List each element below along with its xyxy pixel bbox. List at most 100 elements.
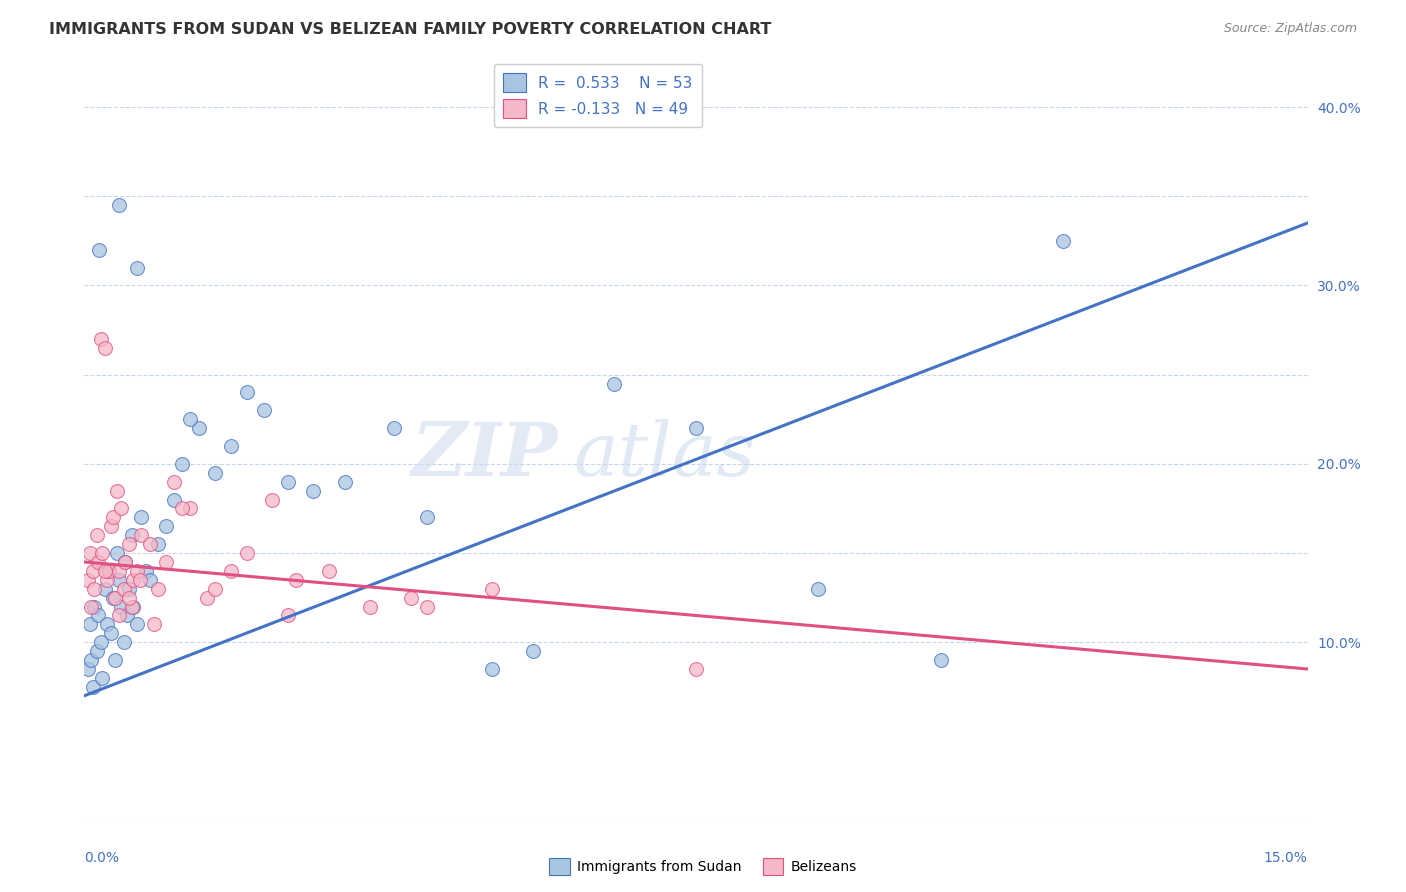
- Point: [929, 653, 952, 667]
- Legend: Immigrants from Sudan, Belizeans: Immigrants from Sudan, Belizeans: [544, 853, 862, 880]
- Point: [82, 680, 104, 694]
- Point: [101, 510, 124, 524]
- Point: [481, 582, 503, 596]
- Point: [522, 644, 544, 658]
- Point: [155, 519, 177, 533]
- Text: atlas: atlas: [574, 418, 756, 491]
- Point: [86, 644, 108, 658]
- Point: [382, 421, 405, 435]
- Point: [277, 608, 299, 623]
- Point: [105, 483, 128, 498]
- Point: [127, 260, 149, 275]
- Point: [115, 608, 138, 623]
- Point: [83, 599, 105, 614]
- Point: [122, 573, 145, 587]
- Point: [163, 492, 186, 507]
- Point: [107, 573, 129, 587]
- Point: [100, 519, 122, 533]
- Point: [82, 564, 104, 578]
- Point: [155, 555, 177, 569]
- Point: [179, 501, 201, 516]
- Point: [80, 599, 103, 614]
- Point: [685, 662, 707, 676]
- Point: [93, 564, 115, 578]
- Point: [135, 564, 157, 578]
- Point: [318, 564, 340, 578]
- Point: [118, 591, 141, 605]
- Point: [114, 555, 136, 569]
- Point: [96, 617, 118, 632]
- Point: [416, 510, 439, 524]
- Point: [131, 510, 153, 524]
- Point: [90, 635, 112, 649]
- Point: [127, 617, 149, 632]
- Point: [301, 483, 323, 498]
- Point: [79, 617, 101, 632]
- Point: [603, 376, 626, 391]
- Point: [110, 501, 132, 516]
- Text: Source: ZipAtlas.com: Source: ZipAtlas.com: [1223, 22, 1357, 36]
- Point: [104, 653, 127, 667]
- Point: [100, 626, 122, 640]
- Point: [253, 403, 276, 417]
- Point: [146, 537, 169, 551]
- Point: [122, 599, 145, 614]
- Point: [93, 582, 115, 596]
- Point: [107, 608, 129, 623]
- Point: [1052, 234, 1074, 248]
- Point: [236, 546, 259, 560]
- Point: [204, 466, 226, 480]
- Point: [91, 671, 114, 685]
- Point: [97, 564, 120, 578]
- Point: [96, 573, 118, 587]
- Point: [195, 591, 218, 605]
- Point: [359, 599, 381, 614]
- Point: [138, 537, 160, 551]
- Point: [118, 537, 141, 551]
- Point: [187, 421, 209, 435]
- Point: [285, 573, 308, 587]
- Point: [685, 421, 707, 435]
- Point: [277, 475, 299, 489]
- Point: [87, 555, 110, 569]
- Point: [416, 599, 439, 614]
- Point: [77, 573, 100, 587]
- Point: [121, 528, 143, 542]
- Point: [172, 457, 194, 471]
- Point: [138, 573, 160, 587]
- Point: [79, 546, 101, 560]
- Point: [260, 492, 283, 507]
- Point: [112, 635, 135, 649]
- Text: 15.0%: 15.0%: [1264, 851, 1308, 865]
- Point: [83, 582, 105, 596]
- Point: [110, 599, 132, 614]
- Point: [219, 439, 242, 453]
- Point: [87, 608, 110, 623]
- Text: ZIP: ZIP: [411, 418, 557, 491]
- Point: [101, 591, 124, 605]
- Point: [108, 564, 131, 578]
- Point: [172, 501, 194, 516]
- Point: [127, 564, 149, 578]
- Point: [104, 591, 127, 605]
- Point: [121, 599, 143, 614]
- Legend: R =  0.533    N = 53, R = -0.133   N = 49: R = 0.533 N = 53, R = -0.133 N = 49: [494, 64, 702, 128]
- Point: [128, 573, 150, 587]
- Point: [114, 555, 136, 569]
- Point: [112, 582, 135, 596]
- Point: [118, 582, 141, 596]
- Point: [86, 528, 108, 542]
- Point: [107, 198, 129, 212]
- Point: [204, 582, 226, 596]
- Point: [219, 564, 242, 578]
- Point: [142, 617, 165, 632]
- Point: [77, 662, 100, 676]
- Point: [335, 475, 357, 489]
- Point: [399, 591, 422, 605]
- Point: [131, 528, 153, 542]
- Point: [236, 385, 259, 400]
- Point: [91, 546, 114, 560]
- Point: [93, 341, 115, 355]
- Point: [163, 475, 186, 489]
- Point: [87, 243, 110, 257]
